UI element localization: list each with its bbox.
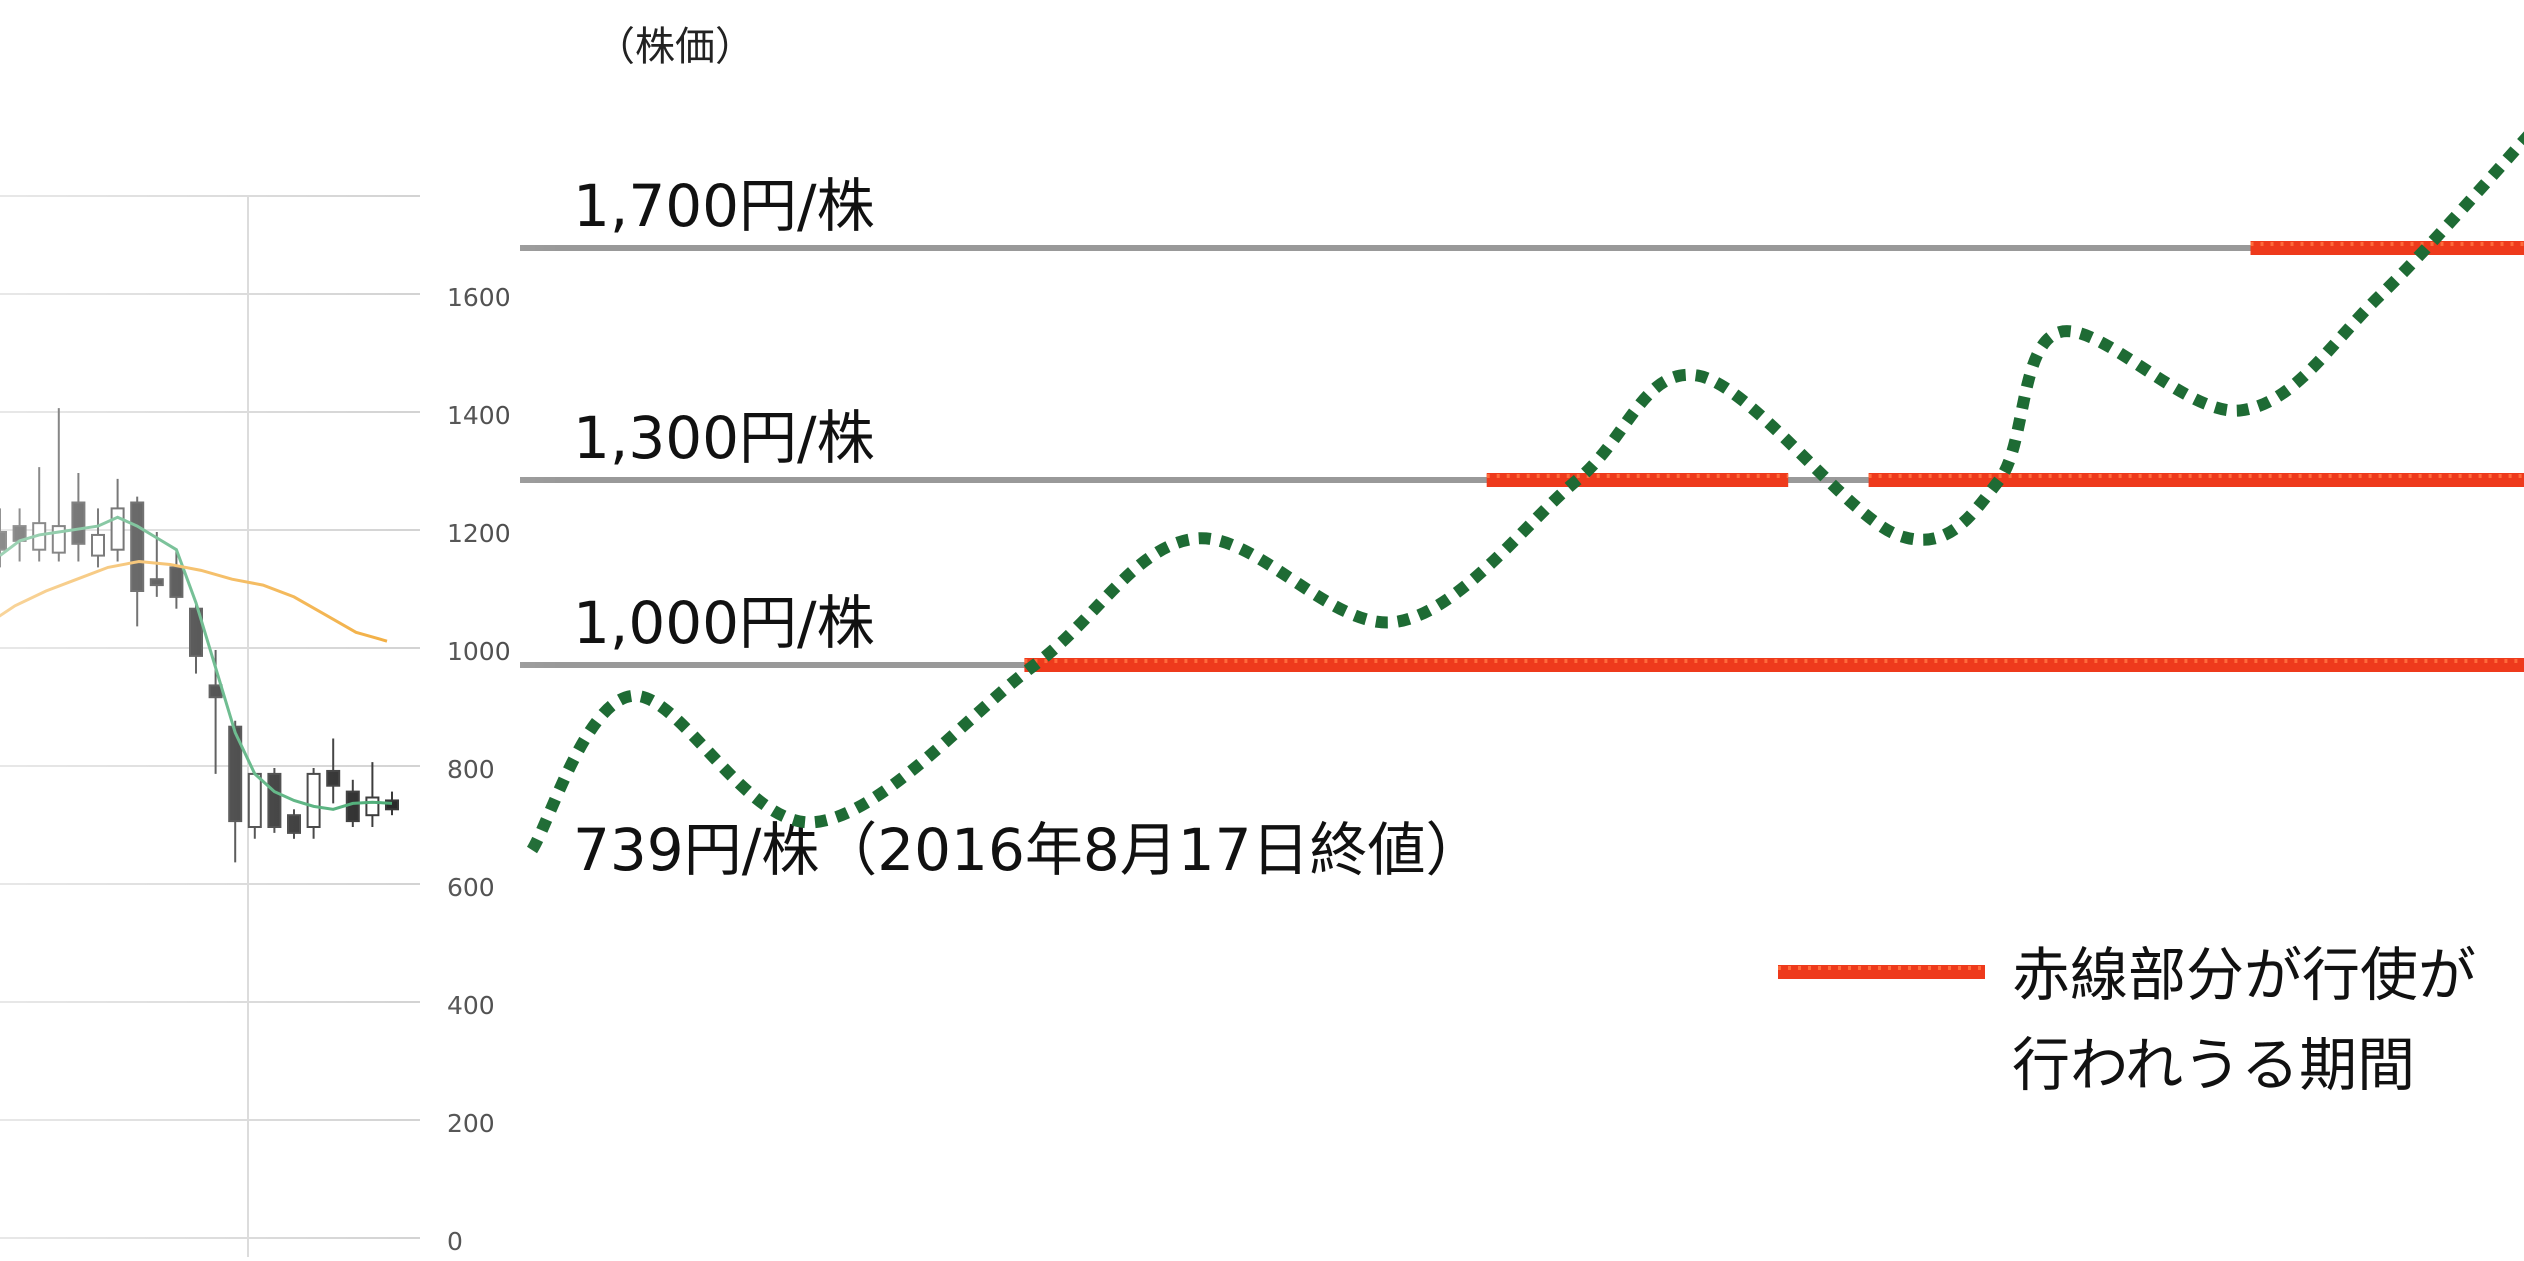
candle-body (267, 772, 282, 829)
candle-body (345, 790, 360, 823)
y-tick-label: 400 (447, 991, 495, 1020)
candle-body (110, 507, 125, 551)
y-tick-label: 1400 (447, 401, 511, 430)
start-price-label: 739円/株（2016年8月17日終値） (573, 816, 1484, 884)
candle-body (306, 772, 321, 829)
candlestick-chart: 1600 1400 1200 1000 800 600 400 200 0 (0, 195, 511, 1257)
y-tick-label: 1000 (447, 637, 511, 666)
candle-body (287, 814, 301, 834)
y-axis-unit-label: （株価） (595, 24, 755, 70)
threshold-label: 1,300円/株 (573, 404, 875, 472)
candle-body (91, 533, 105, 557)
threshold-label: 1,700円/株 (573, 172, 875, 240)
legend-label-line2: 行われうる期間 (2012, 1031, 2415, 1099)
y-tick-label: 1600 (447, 283, 511, 312)
y-tick-label: 1200 (447, 519, 511, 548)
threshold-label: 1,000円/株 (573, 589, 875, 657)
candle-body (247, 772, 262, 829)
candle-body (71, 501, 86, 545)
scenario-chart: （株価） 739円/株（2016年8月17日終値） 赤線部分が行使が 行われうる… (520, 24, 2524, 1099)
price-path-dotted (526, 131, 2524, 854)
y-tick-label: 200 (447, 1109, 495, 1138)
y-tick-label: 800 (447, 755, 495, 784)
candle-body (149, 578, 164, 587)
candle-body (365, 796, 380, 817)
y-tick-label: 600 (447, 873, 495, 902)
candle-body (326, 769, 341, 787)
candle-body (130, 501, 145, 592)
legend-label-line1: 赤線部分が行使が (2012, 941, 2476, 1009)
candle-body (208, 684, 223, 699)
candle-body (0, 531, 7, 551)
candle-body (169, 566, 184, 598)
y-tick-label: 0 (447, 1227, 463, 1256)
